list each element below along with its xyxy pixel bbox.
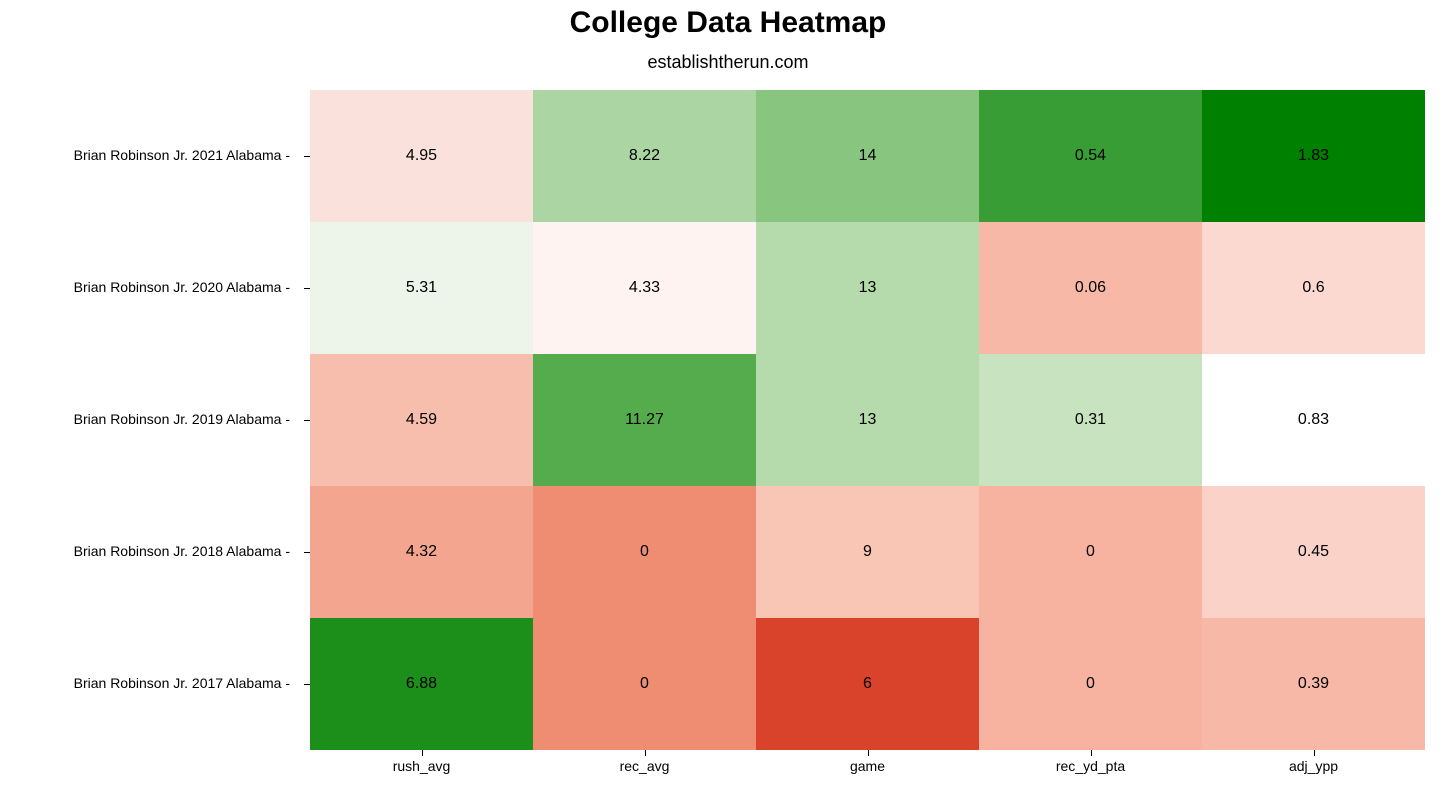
x-axis-label: rush_avg [310, 758, 533, 774]
heatmap-cell: 0 [533, 486, 756, 618]
heatmap-cell: 0.83 [1202, 354, 1425, 486]
y-axis-tick-dash: - [281, 147, 290, 163]
heatmap-cell-value: 1.83 [1298, 147, 1329, 165]
y-axis-label: Brian Robinson Jr. 2021 Alabama - [0, 147, 290, 163]
heatmap-row: 4.95 8.22 14 0.54 1.83 [310, 90, 1425, 222]
heatmap-cell-value: 0.54 [1075, 147, 1106, 165]
heatmap-cell: 0.06 [979, 222, 1202, 354]
heatmap-cell-value: 0.31 [1075, 411, 1106, 429]
heatmap-cell-value: 0.45 [1298, 543, 1329, 561]
heatmap-cell-value: 4.95 [406, 147, 437, 165]
heatmap-cell-value: 0 [640, 543, 649, 561]
heatmap-row: 5.31 4.33 13 0.06 0.6 [310, 222, 1425, 354]
heatmap-cell: 1.83 [1202, 90, 1425, 222]
y-axis-tick-dash: - [281, 543, 290, 559]
y-axis-label-text: Brian Robinson Jr. 2020 Alabama [74, 279, 282, 295]
heatmap-cell: 5.31 [310, 222, 533, 354]
y-axis-label: Brian Robinson Jr. 2020 Alabama - [0, 279, 290, 295]
heatmap-cell: 4.32 [310, 486, 533, 618]
heatmap-cell-value: 0.39 [1298, 675, 1329, 693]
heatmap-cell-value: 5.31 [406, 279, 437, 297]
heatmap-cell-value: 14 [859, 147, 877, 165]
heatmap-cell: 0.39 [1202, 618, 1425, 750]
heatmap-cell: 11.27 [533, 354, 756, 486]
heatmap-cell-value: 0 [1086, 675, 1095, 693]
heatmap-plot-area: 4.95 8.22 14 0.54 1.83 5.31 4.33 13 0.06 0.6 4.59 1… [310, 90, 1425, 750]
heatmap-cell: 9 [756, 486, 979, 618]
y-axis-label: Brian Robinson Jr. 2018 Alabama - [0, 543, 290, 559]
heatmap-cell-value: 4.33 [629, 279, 660, 297]
heatmap-row: 4.32 0 9 0 0.45 [310, 486, 1425, 618]
y-axis-tick [304, 552, 310, 553]
x-axis-tick [422, 750, 423, 756]
y-axis-label-text: Brian Robinson Jr. 2019 Alabama [74, 411, 282, 427]
heatmap-cell: 4.59 [310, 354, 533, 486]
heatmap-cell-value: 0.06 [1075, 279, 1106, 297]
heatmap-cell-value: 0 [640, 675, 649, 693]
x-axis-label: adj_ypp [1202, 758, 1425, 774]
heatmap-cell: 4.95 [310, 90, 533, 222]
heatmap-cell: 0 [533, 618, 756, 750]
x-axis-label: rec_yd_pta [979, 758, 1202, 774]
heatmap-cell-value: 0 [1086, 543, 1095, 561]
x-axis-tick [1091, 750, 1092, 756]
y-axis-label-text: Brian Robinson Jr. 2017 Alabama [74, 675, 282, 691]
heatmap-cell: 8.22 [533, 90, 756, 222]
heatmap-cell: 0.54 [979, 90, 1202, 222]
heatmap-cell-value: 11.27 [625, 411, 664, 429]
heatmap-cell-value: 4.32 [406, 543, 437, 561]
heatmap-cell-value: 4.59 [406, 411, 437, 429]
y-axis-tick [304, 684, 310, 685]
x-axis-label: game [756, 758, 979, 774]
heatmap-cell-value: 6.88 [406, 675, 437, 693]
heatmap-cell-value: 0.6 [1302, 279, 1324, 297]
chart-title: College Data Heatmap [0, 6, 1456, 40]
y-axis-tick [304, 420, 310, 421]
heatmap-cell-value: 9 [863, 543, 872, 561]
heatmap-row: 6.88 0 6 0 0.39 [310, 618, 1425, 750]
y-axis-tick [304, 288, 310, 289]
heatmap-cell-value: 8.22 [629, 147, 660, 165]
x-axis-label: rec_avg [533, 758, 756, 774]
heatmap-cell: 6.88 [310, 618, 533, 750]
heatmap-cell-value: 13 [859, 279, 877, 297]
heatmap-row: 4.59 11.27 13 0.31 0.83 [310, 354, 1425, 486]
heatmap-cell: 4.33 [533, 222, 756, 354]
y-axis-label-text: Brian Robinson Jr. 2021 Alabama [74, 147, 282, 163]
y-axis-tick-dash: - [281, 411, 290, 427]
y-axis-tick-dash: - [281, 279, 290, 295]
x-axis-tick [868, 750, 869, 756]
heatmap-cell: 14 [756, 90, 979, 222]
heatmap-cell-value: 13 [859, 411, 877, 429]
heatmap-cell-value: 0.83 [1298, 411, 1329, 429]
x-axis-tick [645, 750, 646, 756]
heatmap-cell-value: 6 [863, 675, 872, 693]
heatmap-cell: 6 [756, 618, 979, 750]
heatmap-cell: 13 [756, 222, 979, 354]
chart-title-text: College Data Heatmap [570, 6, 887, 39]
heatmap-cell: 0 [979, 618, 1202, 750]
chart-subtitle: establishtherun.com [0, 52, 1456, 73]
heatmap-cell: 13 [756, 354, 979, 486]
chart-container: College Data Heatmap establishtherun.com… [0, 0, 1456, 800]
y-axis-label-text: Brian Robinson Jr. 2018 Alabama [74, 543, 282, 559]
y-axis-label: Brian Robinson Jr. 2017 Alabama - [0, 675, 290, 691]
chart-subtitle-text: establishtherun.com [647, 52, 808, 72]
x-axis-tick [1314, 750, 1315, 756]
y-axis-tick-dash: - [281, 675, 290, 691]
heatmap-cell: 0.31 [979, 354, 1202, 486]
heatmap-cell: 0.6 [1202, 222, 1425, 354]
y-axis-label: Brian Robinson Jr. 2019 Alabama - [0, 411, 290, 427]
y-axis-tick [304, 156, 310, 157]
heatmap-cell: 0 [979, 486, 1202, 618]
heatmap-cell: 0.45 [1202, 486, 1425, 618]
